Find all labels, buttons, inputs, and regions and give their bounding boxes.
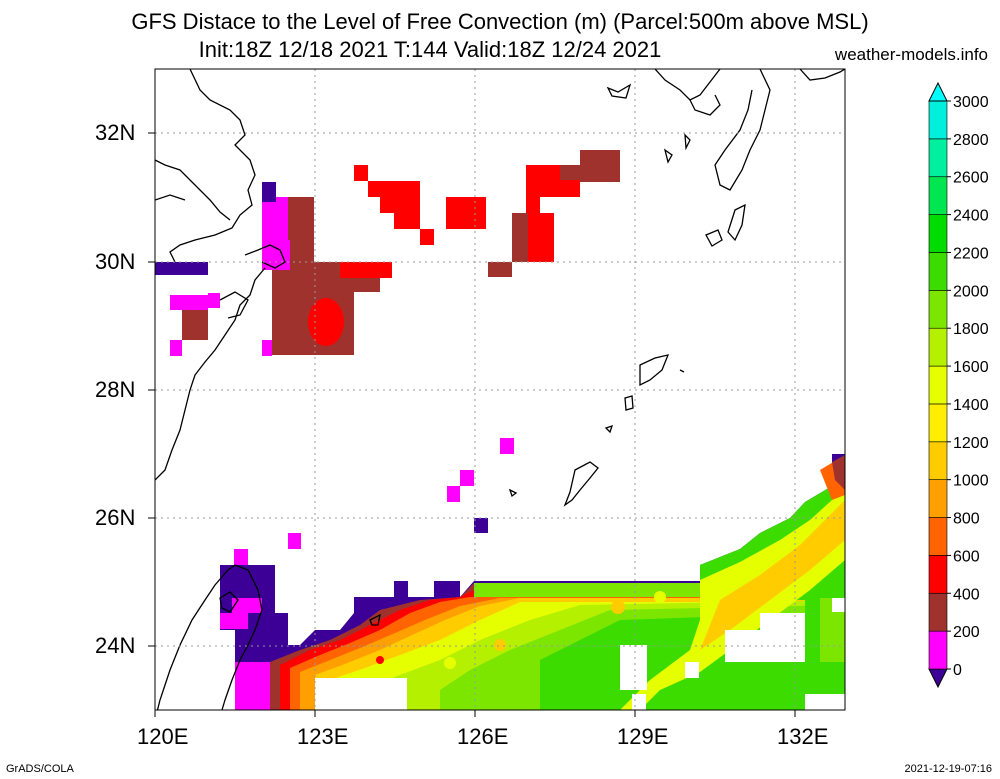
colorbar-label: 1000 xyxy=(953,473,989,490)
lon-label-132e: 132E xyxy=(777,724,829,749)
south-field xyxy=(155,454,845,710)
colorbar-label: 600 xyxy=(953,548,980,565)
footer-software: GrADS/COLA xyxy=(6,763,74,775)
colorbar-segment xyxy=(928,214,948,253)
colorbar-label: 3000 xyxy=(953,94,989,111)
colorbar-label: 0 xyxy=(953,662,962,679)
colorbar-segment xyxy=(928,592,948,632)
colorbar-label: 2000 xyxy=(953,283,989,300)
lon-label-120e: 120E xyxy=(137,724,189,749)
colorbar-segment xyxy=(928,517,948,556)
colorbar-label: 2400 xyxy=(953,208,989,225)
map-title: GFS Distace to the Level of Free Convect… xyxy=(131,9,869,34)
coastline xyxy=(155,69,845,710)
colorbar-segment xyxy=(928,138,948,178)
colorbar-label: 200 xyxy=(953,624,980,641)
colorbar-arrow-high xyxy=(928,81,948,102)
lon-label-123e: 123E xyxy=(297,724,349,749)
lat-label-24n: 24N xyxy=(95,633,136,658)
colorbar-segment xyxy=(928,630,948,670)
lat-label-28n: 28N xyxy=(95,377,136,402)
colorbar-label: 1800 xyxy=(953,321,989,338)
lon-label-126e: 126E xyxy=(457,724,509,749)
colorbar-label: 1400 xyxy=(953,397,989,414)
colorbar-segment xyxy=(928,479,948,518)
colorbar-label: 1600 xyxy=(953,359,989,376)
colorbar-segment xyxy=(928,176,948,215)
axis-ticks xyxy=(148,132,796,717)
colorbar-segment xyxy=(928,403,948,443)
colorbar-label: 2600 xyxy=(953,170,989,187)
colorbar-label: 400 xyxy=(953,586,980,603)
lon-label-129e: 129E xyxy=(617,724,669,749)
site-credit: weather-models.info xyxy=(834,45,988,64)
colorbar-arrow-low xyxy=(928,668,948,689)
colorbar-label: 800 xyxy=(953,511,980,528)
colorbar-label: 2200 xyxy=(953,245,989,262)
colorbar-segment xyxy=(928,441,948,480)
colorbar: 0 200 400 600 800 1000 1200 1400 1600 1800 2000 220… xyxy=(928,81,989,689)
colorbar-segment xyxy=(928,555,948,594)
colorbar-label: 1200 xyxy=(953,435,989,452)
colorbar-label: 2800 xyxy=(953,132,989,149)
gridlines xyxy=(155,69,845,710)
lat-label-30n: 30N xyxy=(95,249,136,274)
map-subtitle: Init:18Z 12/18 2021 T:144 Valid:18Z 12/2… xyxy=(198,37,662,62)
colorbar-segment xyxy=(928,365,948,405)
colorbar-segment xyxy=(928,290,948,329)
colorbar-segment xyxy=(928,252,948,291)
scattered-cells xyxy=(234,438,514,565)
north-field xyxy=(155,150,620,356)
footer-timestamp: 2021-12-19-07:16 xyxy=(904,763,992,775)
colorbar-segment xyxy=(928,327,948,367)
lat-label-26n: 26N xyxy=(95,505,136,530)
data-field xyxy=(155,150,845,710)
lat-label-32n: 32N xyxy=(95,120,136,145)
colorbar-segment xyxy=(928,100,948,140)
